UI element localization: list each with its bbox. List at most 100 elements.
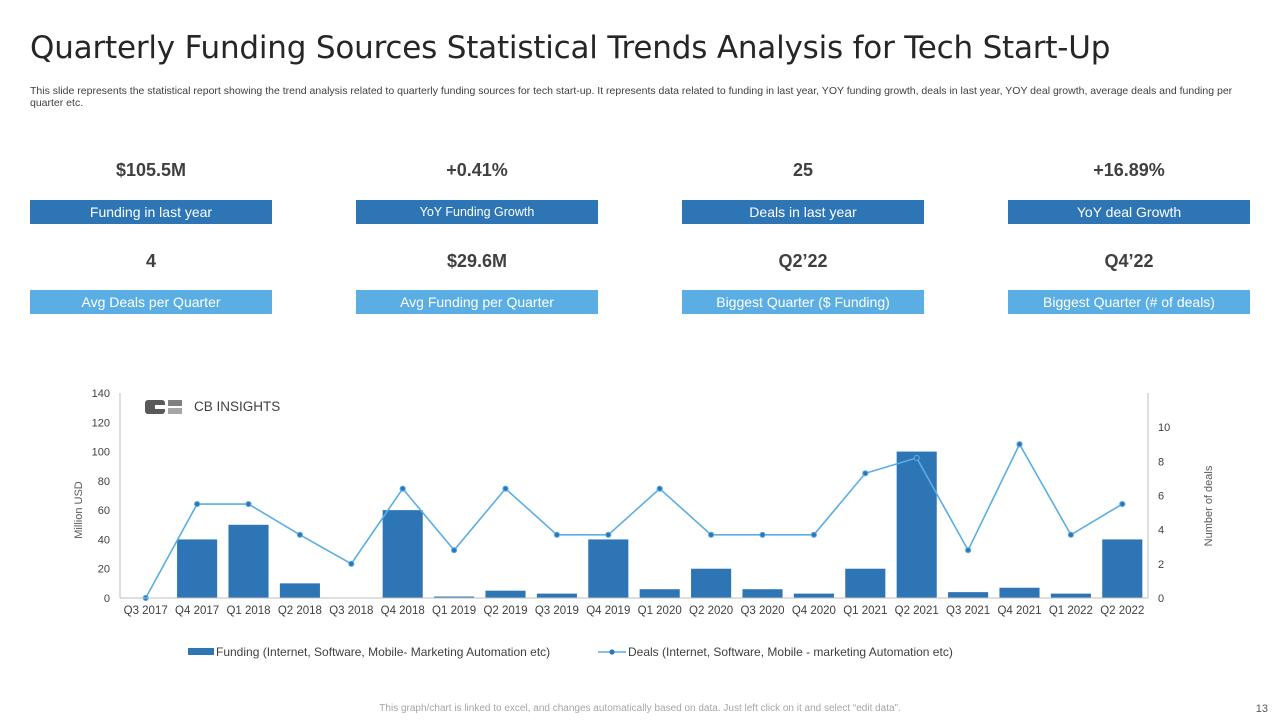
y-tick-label: 20 (98, 564, 110, 576)
funding-bar[interactable] (845, 568, 886, 598)
y2-tick-label: 0 (1158, 593, 1164, 605)
deals-point[interactable] (245, 500, 252, 508)
kpi-label-avg-funding-per-quarter: Avg Funding per Quarter (356, 290, 598, 314)
legend-deals-label: Deals (Internet, Software, Mobile - mark… (628, 645, 953, 659)
legend-funding-swatch (188, 648, 214, 655)
kpi-label-deals-last-year: Deals in last year (682, 200, 924, 224)
y-axis-title: Million USD (73, 481, 85, 539)
x-tick-label: Q3 2018 (329, 605, 373, 617)
kpi-label-funding-last-year: Funding in last year (30, 200, 272, 224)
deals-point[interactable] (451, 547, 458, 554)
funding-bar[interactable] (588, 539, 629, 598)
y-tick-label: 80 (98, 476, 110, 488)
kpi-label-avg-deals-per-quarter: Avg Deals per Quarter (30, 290, 272, 314)
deals-point[interactable] (399, 485, 406, 492)
deals-point[interactable] (502, 485, 509, 492)
legend-deals-marker (609, 649, 615, 655)
deals-point[interactable] (913, 454, 920, 462)
kpi-value-biggest-quarter-deals: Q4’22 (1104, 251, 1154, 271)
x-tick-label: Q1 2021 (843, 605, 887, 617)
kpi-value-yoy-funding-growth: +0.41% (446, 160, 508, 180)
funding-bar[interactable] (691, 568, 732, 598)
deals-point[interactable] (862, 470, 869, 477)
funding-bar[interactable] (1050, 593, 1091, 598)
kpi-value-yoy-deal-growth: +16.89% (1093, 160, 1165, 180)
funding-bar[interactable] (639, 589, 680, 598)
x-tick-label: Q1 2018 (226, 605, 270, 617)
footer-note: This graph/chart is linked to excel, and… (379, 703, 901, 714)
funding-bar[interactable] (279, 583, 320, 598)
funding-bar[interactable] (485, 590, 526, 598)
page-number: 13 (1255, 703, 1268, 715)
x-tick-label: Q4 2020 (792, 605, 836, 617)
page-subtitle: This slide represents the statistical re… (30, 85, 1233, 109)
cb-insights-logo-icon (145, 400, 182, 414)
x-tick-label: Q3 2020 (740, 605, 784, 617)
funding-bar[interactable] (228, 524, 269, 598)
funding-bar[interactable] (948, 592, 989, 598)
x-tick-label: Q3 2017 (124, 605, 168, 617)
legend-funding-label: Funding (Internet, Software, Mobile- Mar… (216, 645, 550, 659)
x-tick-label: Q1 2019 (432, 605, 476, 617)
deals-series-line (144, 442, 1123, 599)
x-tick-label: Q2 2019 (483, 605, 527, 617)
x-tick-label: Q3 2019 (535, 605, 579, 617)
y-tick-label: 100 (92, 447, 110, 459)
x-tick-label: Q2 2020 (689, 605, 733, 617)
x-tick-label: Q1 2020 (638, 605, 682, 617)
deals-point[interactable] (1016, 441, 1023, 448)
kpi-value-biggest-quarter-funding: Q2’22 (778, 251, 828, 271)
funding-deals-chart[interactable]: Q3 2017 Q4 2017 Q1 2018 Q2 2018 Q3 2018 Q4 20… (0, 380, 1280, 670)
kpi-value-deals-last-year: 25 (792, 160, 814, 180)
kpi-value-funding-last-year: $105.5M (115, 160, 187, 180)
funding-bar[interactable] (382, 510, 423, 598)
x-tick-label: Q4 2019 (586, 605, 630, 617)
y-tick-label: 140 (92, 388, 110, 400)
funding-bar[interactable] (896, 451, 937, 598)
y-tick-label: 40 (98, 534, 110, 546)
y-tick-label: 0 (104, 593, 110, 605)
x-tick-label: Q4 2021 (997, 605, 1041, 617)
deals-point[interactable] (1119, 500, 1126, 508)
funding-bar[interactable] (434, 596, 475, 598)
page-title: Quarterly Funding Sources Statistical Tr… (30, 30, 1111, 66)
deals-point[interactable] (194, 500, 201, 508)
x-tick-label: Q2 2018 (278, 605, 322, 617)
x-tick-label: Q4 2017 (175, 605, 219, 617)
deals-point[interactable] (296, 531, 303, 538)
kpi-value-avg-funding-per-quarter: $29.6M (446, 251, 508, 271)
x-tick-label: Q2 2021 (895, 605, 939, 617)
y2-axis-title: Number of deals (1203, 465, 1215, 546)
deals-point[interactable] (656, 485, 663, 492)
funding-bar[interactable] (999, 587, 1040, 598)
deals-point[interactable] (553, 531, 561, 538)
y2-tick-label: 8 (1158, 456, 1164, 468)
kpi-label-biggest-quarter-deals: Biggest Quarter (# of deals) (1008, 290, 1250, 314)
funding-bar[interactable] (536, 593, 577, 598)
chart-brand-label: CB INSIGHTS (194, 399, 280, 414)
y2-tick-label: 2 (1158, 559, 1164, 571)
kpi-value-avg-deals-per-quarter: 4 (145, 251, 156, 271)
y-tick-label: 60 (98, 505, 110, 517)
deals-point[interactable] (810, 531, 818, 538)
deals-point[interactable] (965, 547, 972, 554)
kpi-label-yoy-deal-growth: YoY deal Growth (1008, 200, 1250, 224)
funding-bar[interactable] (742, 589, 783, 598)
x-tick-label: Q1 2022 (1049, 605, 1093, 617)
deals-point[interactable] (759, 531, 766, 538)
kpi-label-yoy-funding-growth: YoY Funding Growth (356, 200, 598, 224)
deals-point[interactable] (348, 560, 355, 567)
y2-tick-label: 10 (1158, 422, 1170, 434)
funding-bar[interactable] (1102, 539, 1143, 598)
x-tick-label: Q3 2021 (946, 605, 990, 617)
funding-bar[interactable] (793, 593, 834, 598)
funding-bar[interactable] (177, 539, 218, 598)
y-tick-label: 120 (92, 417, 110, 429)
y2-tick-label: 6 (1158, 491, 1164, 503)
x-tick-label: Q4 2018 (381, 605, 425, 617)
kpi-label-biggest-quarter-funding: Biggest Quarter ($ Funding) (682, 290, 924, 314)
deals-point[interactable] (708, 531, 715, 538)
y2-tick-label: 4 (1158, 525, 1164, 537)
deals-point[interactable] (605, 531, 612, 538)
deals-point[interactable] (1067, 531, 1075, 538)
